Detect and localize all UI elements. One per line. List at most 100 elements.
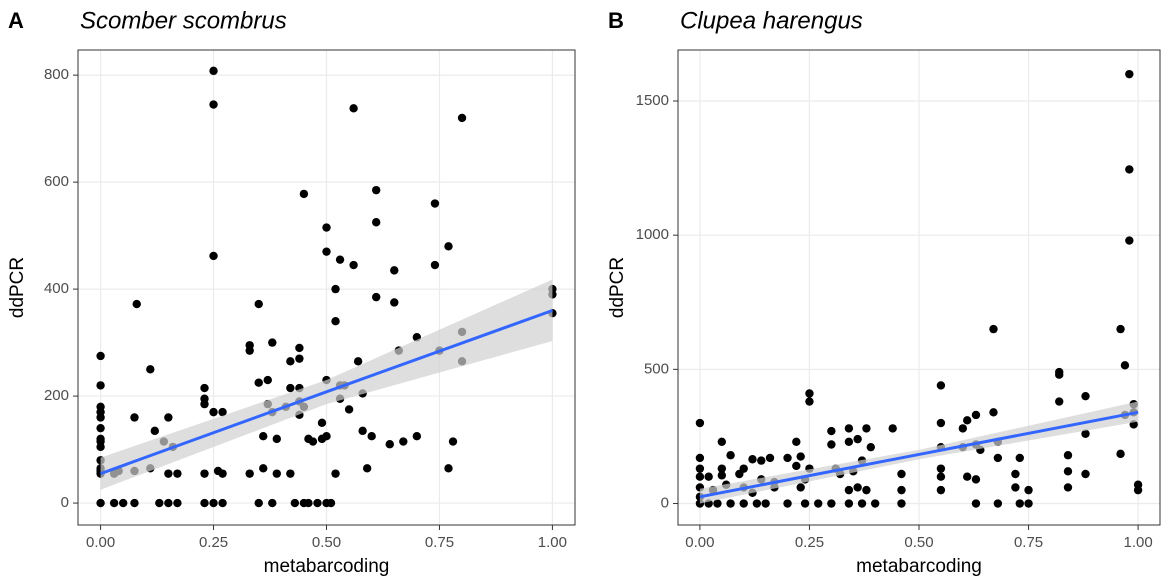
point [1063, 451, 1073, 460]
point [1055, 397, 1064, 406]
point [268, 498, 277, 508]
y-tick-label: 0 [61, 494, 69, 511]
point [263, 375, 272, 385]
point [1125, 236, 1134, 245]
point [888, 424, 897, 433]
x-tick-label: 0.25 [795, 534, 824, 551]
point [96, 423, 105, 433]
point [272, 434, 281, 444]
point [989, 324, 998, 334]
point [870, 499, 880, 508]
point [322, 223, 331, 232]
point [800, 499, 810, 508]
point [695, 418, 705, 428]
point [752, 499, 762, 508]
point [1011, 469, 1020, 479]
point [254, 498, 263, 508]
point [254, 378, 263, 387]
point [268, 338, 277, 347]
point [827, 426, 836, 436]
point [695, 464, 705, 473]
point [349, 260, 358, 270]
point [372, 292, 381, 302]
point [958, 424, 968, 433]
point [430, 199, 440, 208]
point [695, 472, 705, 481]
point [295, 354, 304, 363]
point [862, 485, 871, 495]
point [1116, 449, 1125, 459]
point [118, 498, 128, 508]
point [827, 499, 836, 508]
point [897, 499, 906, 508]
point [936, 418, 946, 428]
point [796, 483, 805, 492]
point [245, 341, 254, 350]
point [286, 383, 295, 393]
point [200, 498, 209, 508]
point [286, 357, 295, 366]
x-tick-label: 0.50 [312, 534, 341, 551]
point [866, 442, 875, 452]
x-tick-label: 0.00 [86, 534, 115, 551]
point [844, 499, 854, 508]
y-tick-label: 500 [644, 360, 669, 377]
point [862, 424, 871, 433]
point [726, 499, 735, 508]
y-tick-label: 200 [44, 387, 69, 404]
point [390, 266, 399, 275]
point [290, 498, 300, 508]
point [390, 298, 399, 307]
point [96, 402, 105, 411]
point [344, 405, 354, 414]
point [155, 498, 164, 508]
point [457, 113, 467, 123]
point [367, 432, 376, 441]
point [717, 471, 727, 480]
y-axis-label: ddPCR [7, 257, 28, 318]
fit-line [100, 309, 553, 476]
chart-title: Scomber scombrus [80, 7, 287, 34]
point [295, 343, 304, 353]
point [971, 499, 981, 508]
point [218, 407, 227, 417]
point [313, 498, 322, 508]
point [331, 284, 340, 294]
point [1120, 361, 1130, 370]
point [412, 432, 422, 441]
y-tick-label: 600 [44, 173, 69, 190]
point [362, 464, 372, 473]
point [805, 397, 814, 406]
point [164, 413, 173, 422]
point [761, 499, 770, 508]
x-tick-label: 0.75 [1014, 534, 1043, 551]
chart-title: Clupea harengus [680, 7, 863, 34]
point [1024, 499, 1033, 508]
y-axis-label: ddPCR [607, 257, 628, 318]
point [399, 437, 408, 446]
point [200, 394, 209, 403]
point [748, 455, 757, 464]
point [372, 185, 381, 195]
point [1063, 467, 1073, 476]
point [713, 499, 722, 508]
point [200, 469, 209, 478]
point [96, 381, 105, 390]
point [254, 299, 263, 309]
point [844, 485, 854, 495]
point [1063, 483, 1073, 492]
point [308, 437, 318, 446]
fit-line [699, 410, 1139, 499]
point [853, 434, 862, 444]
point [444, 242, 453, 251]
x-tick-label: 1.00 [538, 534, 567, 551]
point [272, 469, 281, 478]
point [322, 247, 331, 256]
point [971, 475, 981, 484]
point [353, 357, 363, 366]
point [971, 410, 981, 420]
point [695, 453, 705, 463]
point [164, 469, 173, 478]
point [164, 498, 173, 508]
point [430, 260, 440, 270]
